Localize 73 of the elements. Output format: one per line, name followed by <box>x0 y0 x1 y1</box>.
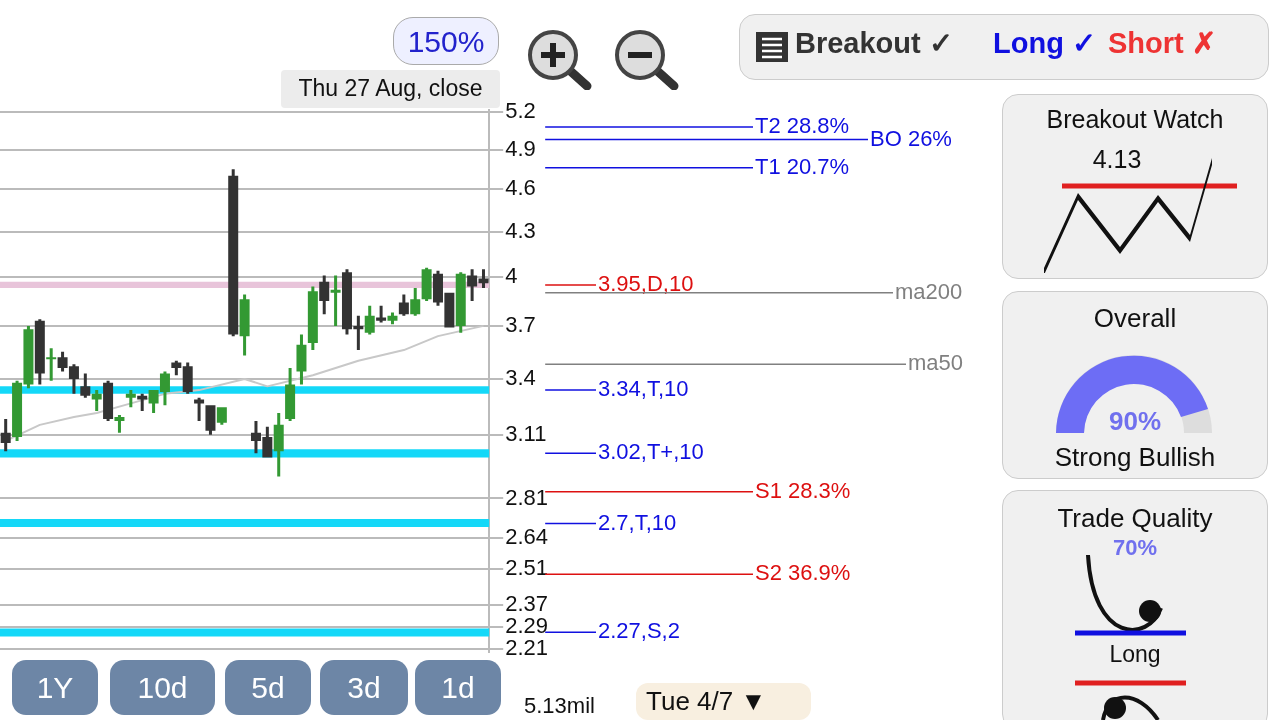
candlestick <box>114 415 125 433</box>
y-tick-label: 4.3 <box>505 217 536 243</box>
text: Short ✗ <box>1108 27 1216 60</box>
y-tick-label: 4.9 <box>505 135 536 161</box>
candlestick <box>410 288 421 316</box>
ref-line-label: ma50 <box>908 350 964 376</box>
candlestick <box>273 413 284 477</box>
y-tick-label: 2.81 <box>505 484 549 510</box>
candlestick <box>216 407 227 425</box>
candlestick <box>376 305 387 323</box>
text: 70% <box>1111 535 1158 561</box>
y-tick-label: 4 <box>505 263 518 289</box>
ref-line-label: S1 28.3% <box>755 477 851 503</box>
text: Breakout ✓ <box>795 27 953 60</box>
candlestick <box>387 312 398 325</box>
candlestick <box>137 393 148 412</box>
candlestick <box>296 334 307 385</box>
text: 4.13 <box>1091 145 1143 174</box>
text: Tue 4/7 ▼ <box>636 683 811 720</box>
candlestick <box>364 305 375 335</box>
text: Long <box>1108 641 1162 668</box>
y-tick-label: 2.64 <box>505 523 549 549</box>
candlestick <box>34 319 45 385</box>
candlestick <box>171 360 182 376</box>
candlestick <box>398 294 409 316</box>
candlestick <box>421 267 432 301</box>
text: Breakout Watch <box>1045 105 1225 134</box>
ref-line-label: T1 20.7% <box>755 153 850 179</box>
y-tick-label: 2.21 <box>505 635 549 661</box>
y-tick-label: 3.7 <box>505 311 536 337</box>
text: 3d <box>320 660 408 715</box>
text: Overall <box>1092 303 1178 333</box>
ref-line-label: 3.34,T,10 <box>598 376 689 402</box>
text: 5d <box>225 660 311 715</box>
candlestick <box>205 405 216 435</box>
candlestick <box>228 169 239 337</box>
text: 1d <box>415 660 501 715</box>
text: 10d <box>110 660 215 715</box>
candlestick <box>103 380 114 421</box>
ref-line-label: BO 26% <box>870 125 952 151</box>
candlestick <box>330 275 341 326</box>
candlestick <box>319 275 330 315</box>
candlestick <box>239 294 250 356</box>
candlestick <box>91 390 102 412</box>
text: Long ✓ <box>993 27 1096 60</box>
ref-line-label: 3.02,T+,10 <box>598 439 704 465</box>
y-tick-label: 3.4 <box>505 364 536 390</box>
candlestick <box>80 373 91 398</box>
candlestick <box>285 367 296 421</box>
candlestick <box>182 362 193 394</box>
text: 1Y <box>12 660 98 715</box>
text: Trade Quality <box>1056 503 1214 533</box>
text: Thu 27 Aug, close <box>281 70 500 108</box>
y-tick-label: 2.51 <box>505 555 549 581</box>
ref-line-label: 2.27,S,2 <box>598 618 680 644</box>
candlestick <box>307 286 318 351</box>
y-tick-label: 3.11 <box>505 420 547 446</box>
candlestick <box>46 348 57 381</box>
text: 90% <box>1107 406 1162 436</box>
ref-line-label: S2 36.9% <box>755 560 851 586</box>
y-tick-label: 5.2 <box>505 98 536 124</box>
candlestick <box>194 397 205 421</box>
ref-line-label: T2 28.8% <box>755 113 850 139</box>
text: 150% <box>393 17 499 65</box>
text: 5.13mil <box>524 693 595 719</box>
ref-line-label: ma200 <box>895 278 963 304</box>
y-tick-label: 4.6 <box>505 175 536 201</box>
text: Strong Bullish <box>1053 442 1217 472</box>
ref-line-label: 2.7,T,10 <box>598 509 677 535</box>
candlestick <box>0 418 11 452</box>
ref-line-label: 3.95,D,10 <box>598 270 694 296</box>
candlestick <box>455 272 466 333</box>
candlestick <box>125 390 136 408</box>
